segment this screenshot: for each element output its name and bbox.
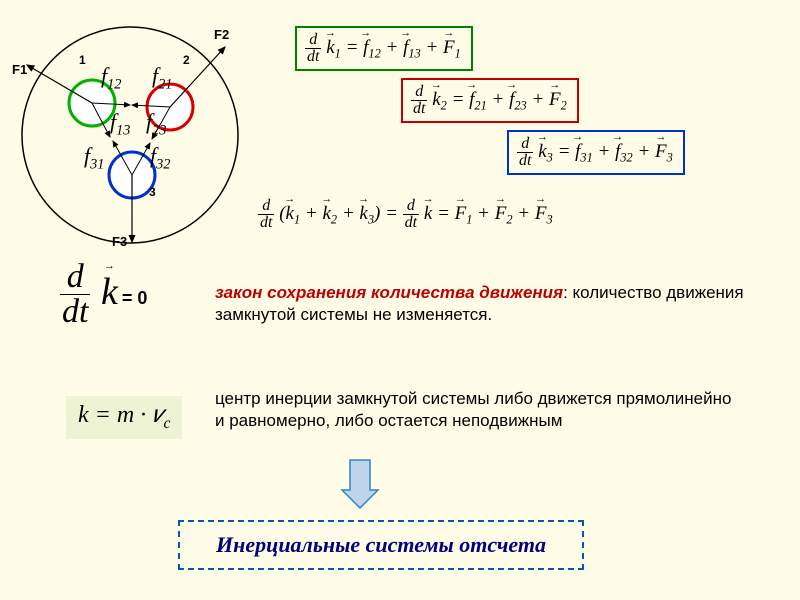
system-diagram: F1 F2 F3 1 2 3 f12 f21 f13 f23 f31 f32: [10, 15, 250, 255]
label-f32: f32: [150, 143, 170, 173]
label-f12: f12: [101, 63, 121, 93]
eq-box-3: ddt k3 = f31 + f32 + F3: [507, 130, 685, 175]
label-F2: F2: [214, 27, 229, 42]
label-f21: f21: [152, 63, 172, 93]
center-inertia-text: центр инерции замкнутой системы либо дви…: [215, 388, 735, 432]
label-n2: 2: [183, 53, 190, 67]
label-n3: 3: [149, 185, 156, 199]
km-formula: k = m · 𝑣c: [66, 396, 182, 439]
label-f13: f13: [110, 109, 130, 139]
conservation-law-text: закон сохранения количества движения: ко…: [215, 282, 755, 326]
label-f23: f23: [146, 109, 166, 139]
eq-sum: ddt (k1 + k2 + k3) = ddt k = F1 + F2 + F…: [258, 198, 553, 231]
arrow-down-icon: [338, 456, 382, 512]
label-n1: 1: [79, 53, 86, 67]
label-f31: f31: [84, 143, 104, 173]
label-F1: F1: [12, 62, 27, 77]
eq-box-1: ddt k1 = f12 + f13 + F1: [295, 26, 473, 71]
inertial-frames-box: Инерциальные системы отсчета: [178, 520, 584, 570]
label-F3: F3: [112, 234, 127, 249]
eq-dkdt-zero: ddt k = 0: [60, 260, 147, 329]
eq-box-2: ddt k2 = f21 + f23 + F2: [401, 78, 579, 123]
